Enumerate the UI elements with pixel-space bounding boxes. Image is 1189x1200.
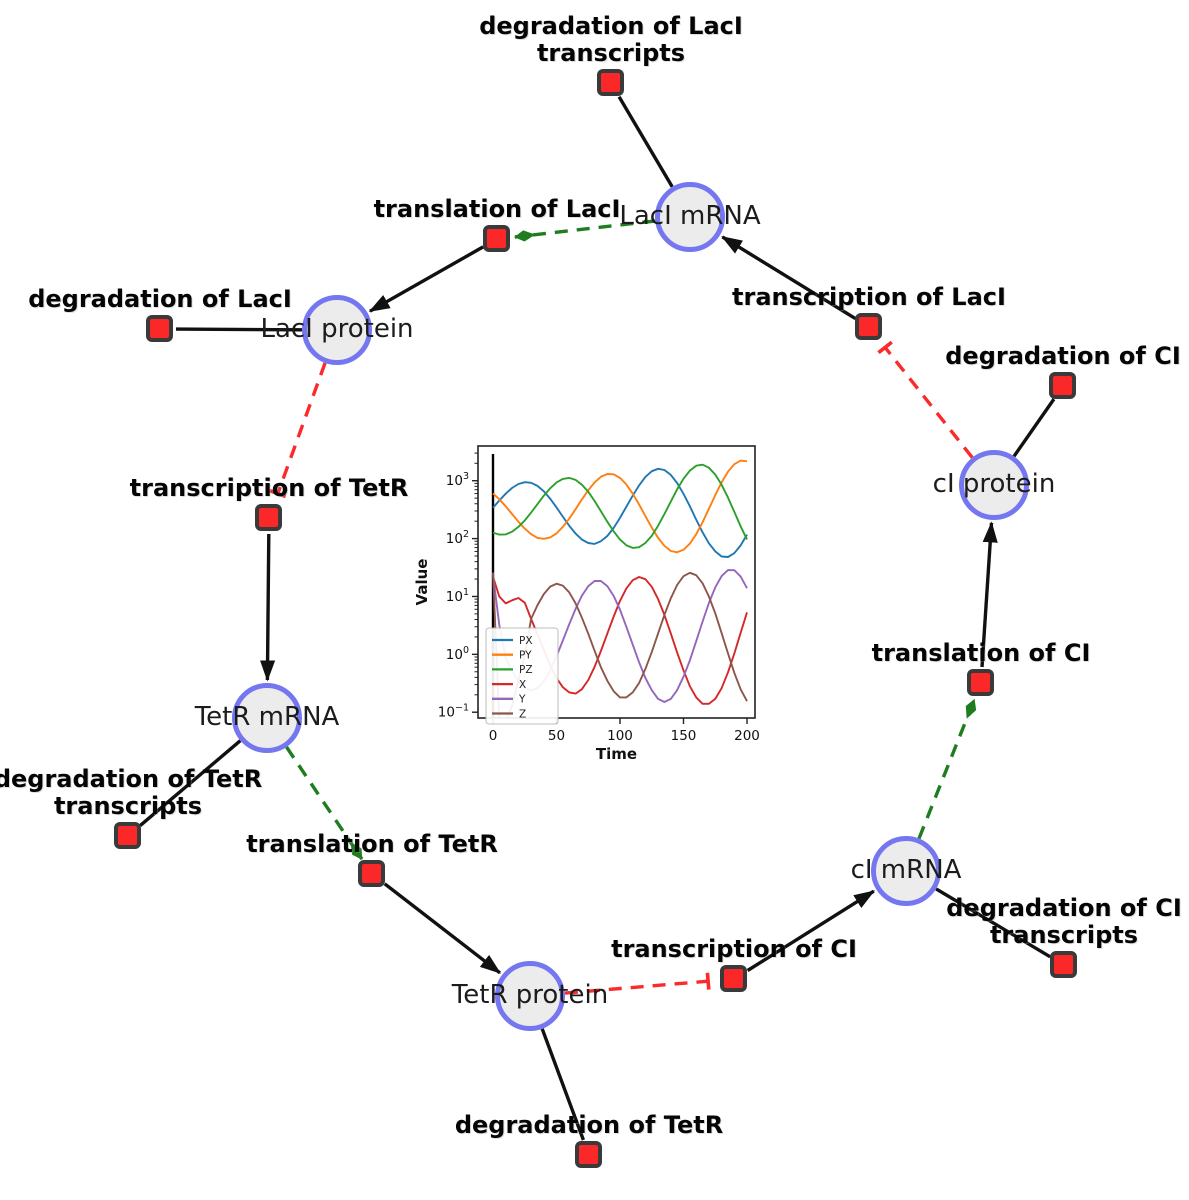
edge-consumption-ci_mrna-to-deg_ci_tx — [935, 887, 1052, 959]
reaction-square[interactable] — [483, 225, 510, 252]
reaction-square[interactable] — [597, 69, 624, 96]
species-circle[interactable] — [871, 836, 941, 906]
species-circle[interactable] — [232, 683, 302, 753]
edge-modifier-ci_mrna-to-transl_ci — [917, 698, 977, 840]
reaction-square[interactable] — [255, 504, 282, 531]
reaction-label: translation of CI — [871, 639, 1091, 668]
species-label: cI mRNA — [850, 854, 962, 885]
series-line-Z — [492, 571, 748, 718]
species-label: cI protein — [932, 468, 1056, 499]
edge-inhibition-ci_protein-to-tx_laci — [877, 340, 974, 459]
edge-production-transl_laci-to-laci_protein — [368, 245, 484, 313]
x-tick-label: 100 — [607, 728, 633, 744]
reaction-label: transcription of LacI — [732, 283, 1006, 312]
y-tick-label: 103 — [446, 471, 469, 489]
legend-box — [485, 627, 559, 725]
species-circle[interactable] — [495, 961, 565, 1031]
species-circle[interactable] — [655, 182, 725, 252]
reaction-label: degradation of TetR — [454, 1111, 724, 1140]
edge-modifier-laci_mrna-to-transl_laci — [514, 219, 656, 242]
legend-label-PY: PY — [519, 650, 532, 662]
reaction-label: degradation of LacI — [28, 285, 292, 314]
x-tick-label: 200 — [734, 728, 760, 744]
edge-inhibition-laci_protein-to-tx_tetr — [269, 362, 327, 499]
species-circle[interactable] — [302, 295, 372, 365]
reaction-label: degradation of CI transcripts — [946, 893, 1182, 950]
reaction-label: translation of LacI — [373, 195, 621, 224]
x-tick-label: 150 — [671, 728, 697, 744]
plot-frame — [477, 445, 756, 719]
edge-production-transl_tetr-to-tetr_protein — [383, 882, 502, 975]
species-label: TetR protein — [451, 979, 609, 1010]
reaction-label: transcription of TetR — [129, 474, 409, 503]
species-label: LacI protein — [260, 313, 414, 344]
edge-modifier-tetr_mrna-to-transl_tetr — [285, 746, 364, 861]
reaction-square[interactable] — [114, 822, 141, 849]
series-line-PZ — [492, 463, 748, 549]
x-tick-label: 50 — [548, 728, 565, 744]
edge-production-tx_ci-to-ci_mrna — [746, 889, 876, 972]
reaction-label: transcription of CI — [611, 935, 857, 964]
edge-production-transl_ci-to-ci_protein — [980, 521, 998, 668]
edge-production-tx_laci-to-laci_mrna — [721, 235, 857, 321]
reaction-square[interactable] — [146, 315, 173, 342]
reaction-label: translation of TetR — [246, 830, 498, 859]
reaction-label: degradation of LacI transcripts — [479, 11, 743, 68]
edge-production-tx_tetr-to-tetr_mrna — [260, 533, 276, 682]
series-line-PX — [492, 467, 748, 558]
legend-label-Y: Y — [518, 694, 526, 706]
legend-label-PX: PX — [519, 635, 533, 647]
reaction-label: degradation of TetR transcripts — [0, 764, 263, 821]
x-tick-label: 0 — [489, 728, 498, 744]
legend-label-PZ: PZ — [519, 664, 533, 676]
y-tick-label: 10−1 — [438, 703, 469, 721]
y-tick-label: 101 — [446, 587, 469, 605]
edge-inhibition-tetr_protein-to-tx_ci — [564, 972, 711, 995]
species-label: LacI mRNA — [619, 200, 761, 231]
legend-label-Z: Z — [519, 708, 526, 720]
edge-consumption-tetr_protein-to-deg_tetr — [540, 1028, 585, 1141]
y-tick-label: 100 — [446, 645, 469, 663]
edge-consumption-laci_mrna-to-deg_laci_tx — [617, 95, 674, 188]
series-line-PY — [492, 459, 748, 554]
edge-consumption-ci_protein-to-deg_ci — [1012, 398, 1056, 458]
reaction-square[interactable] — [1049, 372, 1076, 399]
y-axis-label: Value — [413, 559, 431, 606]
y-tick-label: 102 — [446, 529, 469, 547]
x-axis-label: Time — [596, 745, 637, 762]
timecourse-plot: 10−1 100 101 102 103 0 50 100 150 200 Time Value PX P… — [413, 445, 760, 762]
reaction-square[interactable] — [1050, 951, 1077, 978]
reaction-square[interactable] — [967, 669, 994, 696]
reaction-square[interactable] — [358, 860, 385, 887]
edge-consumption-tetr_mrna-to-deg_tetr_tx — [139, 739, 242, 827]
species-circle[interactable] — [959, 450, 1029, 520]
reaction-label: degradation of CI — [945, 342, 1181, 371]
species-label: TetR mRNA — [194, 701, 340, 732]
edge-consumption-laci_protein-to-deg_laci — [175, 327, 303, 332]
legend-label-X: X — [519, 679, 526, 691]
reaction-square[interactable] — [720, 965, 747, 992]
reaction-square[interactable] — [575, 1141, 602, 1168]
reaction-square[interactable] — [855, 313, 882, 340]
